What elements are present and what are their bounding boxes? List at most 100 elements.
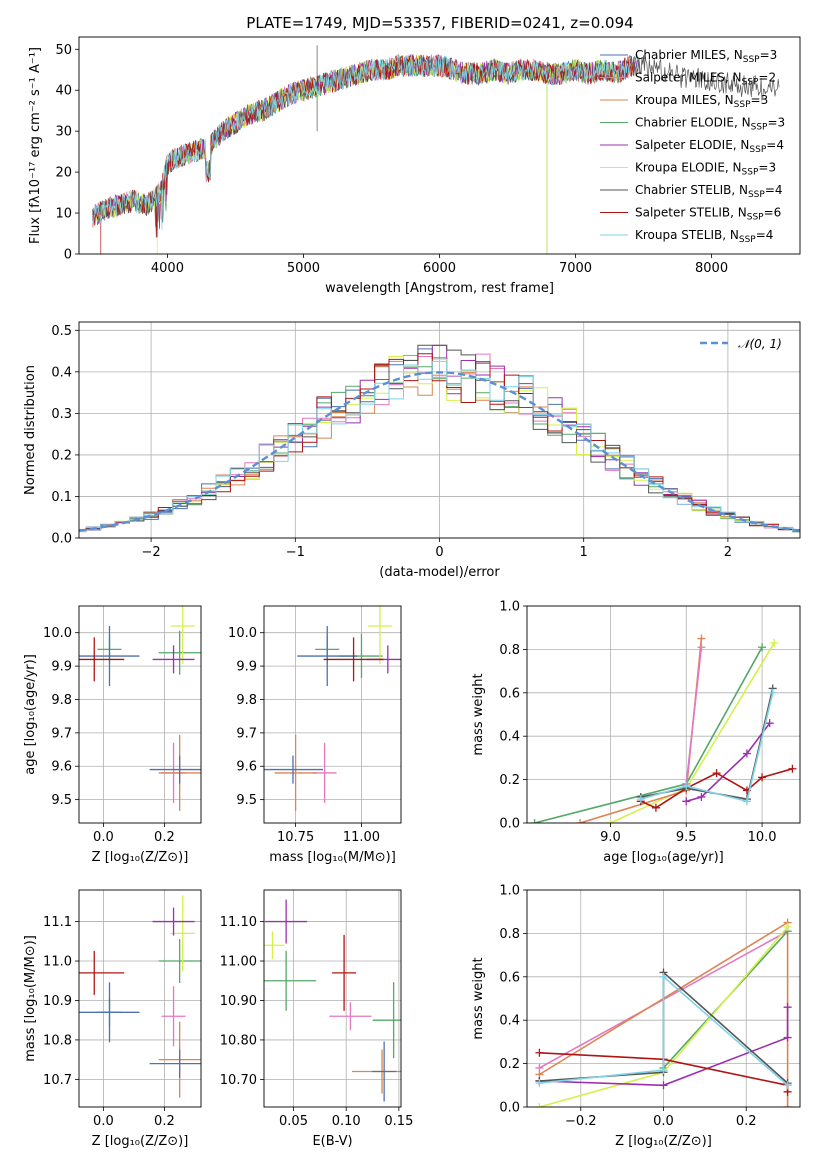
- weight-marker: [697, 643, 706, 652]
- x-tick-label: 0.0: [653, 1114, 674, 1129]
- weight-marker: [576, 819, 585, 823]
- y-tick-label: 10.8: [43, 1033, 72, 1048]
- x-tick-label: 6000: [423, 261, 456, 276]
- plot-area: [264, 606, 401, 823]
- weight-marker: [783, 1033, 792, 1042]
- x-tick-label: 0.0: [93, 830, 114, 845]
- y-tick-label: 10: [55, 207, 72, 222]
- weight-line: [640, 688, 774, 801]
- x-tick-label: 5000: [287, 261, 320, 276]
- y-tick-label: 0.8: [499, 927, 520, 942]
- x-tick-label: 1: [580, 545, 588, 560]
- weight-marker: [783, 922, 792, 931]
- plot-area: [527, 606, 800, 823]
- y-tick-label: 9.7: [236, 726, 257, 741]
- x-axis-label: mass [log₁₀(M/M⊙)]: [269, 850, 396, 865]
- x-tick-label: 0.15: [384, 1114, 413, 1129]
- weight-marker: [697, 792, 706, 801]
- y-tick-label: 10.9: [43, 994, 72, 1009]
- axes-frame: [526, 889, 801, 1108]
- plot-panels: 4000 5000 6000 7000 800001020304050wavelengt…: [23, 36, 801, 1149]
- y-axis-label: mass weight: [471, 957, 486, 1039]
- x-tick-label: −0.2: [565, 1114, 597, 1129]
- legend-label: 𝒩(0, 1): [738, 337, 782, 351]
- spectrum-line: [92, 54, 632, 230]
- weight-marker: [682, 797, 691, 806]
- y-tick-label: 0.2: [499, 1057, 520, 1072]
- weight-marker: [659, 972, 668, 981]
- weight-marker: [651, 803, 660, 812]
- weight-marker: [530, 819, 539, 823]
- legend-label: Chabrier ELODIE, NSSP=3: [635, 116, 785, 133]
- y-tick-label: 0: [64, 248, 72, 263]
- x-tick-label: 4000: [151, 261, 184, 276]
- x-tick-label: 0.2: [154, 1114, 175, 1129]
- weight-marker: [742, 749, 751, 758]
- y-tick-label: 40: [55, 84, 72, 99]
- y-tick-label: 0.2: [51, 448, 72, 463]
- weight-marker: [682, 782, 691, 791]
- y-tick-label: 11.00: [220, 955, 257, 970]
- y-tick-label: 9.6: [51, 760, 72, 775]
- x-tick-label: 10.75: [277, 830, 314, 845]
- x-tick-label: −2: [142, 545, 161, 560]
- x-axis-label: Z [log₁₀(Z/Z⊙)]: [615, 1134, 712, 1149]
- weight-line: [640, 692, 774, 803]
- weight-marker: [788, 764, 797, 773]
- x-tick-label: 9.5: [676, 830, 697, 845]
- x-tick-label: 0.0: [93, 1114, 114, 1129]
- y-tick-label: 50: [55, 43, 72, 58]
- panel-mass-vs-z: 0.0 0.2 10.7 10.8 10.9 11.0 11.1 Z [log₁₀(Z/Z⊙)…: [23, 889, 202, 1149]
- y-tick-label: 9.8: [51, 693, 72, 708]
- x-tick-label: −1: [286, 545, 305, 560]
- y-tick-label: 0.0: [499, 1101, 520, 1116]
- x-tick-label: 10.0: [748, 830, 777, 845]
- x-tick-label: 0: [435, 545, 443, 560]
- x-axis-label: Z [log₁₀(Z/Z⊙)]: [92, 1134, 189, 1149]
- weight-marker: [535, 1048, 544, 1057]
- axes-frame: [78, 36, 801, 255]
- weight-marker: [535, 1103, 544, 1107]
- legend-label: Kroupa STELIB, NSSP=4: [635, 228, 773, 245]
- y-tick-label: 11.1: [43, 915, 72, 930]
- plot-area: [527, 890, 800, 1107]
- residual-histogram: [79, 356, 800, 532]
- axes-frame: [78, 605, 202, 824]
- weight-line: [686, 722, 771, 803]
- weight-marker: [659, 1081, 668, 1090]
- y-tick-label: 1.0: [499, 600, 520, 615]
- plot-area: [264, 890, 401, 1107]
- weight-marker: [742, 797, 751, 806]
- x-tick-label: 0.05: [279, 1114, 308, 1129]
- figure-title: PLATE=1749, MJD=53357, FIBERID=0241, z=0…: [246, 14, 633, 32]
- legend-label: Kroupa MILES, NSSP=3: [635, 93, 768, 110]
- y-tick-label: 10.80: [220, 1033, 257, 1048]
- legend-label: Salpeter STELIB, NSSP=6: [635, 206, 781, 223]
- y-tick-label: 0.6: [499, 970, 520, 985]
- x-tick-label: 9.0: [600, 830, 621, 845]
- y-tick-label: 9.6: [236, 760, 257, 775]
- axes-frame: [78, 889, 202, 1108]
- weight-line: [539, 1007, 789, 1087]
- legend-label: Salpeter ELODIE, NSSP=4: [635, 138, 784, 155]
- x-tick-label: 0.2: [736, 1114, 757, 1129]
- weight-marker: [697, 634, 706, 643]
- x-axis-label: E(B-V): [312, 1134, 352, 1149]
- weight-marker: [535, 1079, 544, 1088]
- plot-area: [92, 45, 780, 254]
- x-tick-label: 0.2: [154, 830, 175, 845]
- y-tick-label: 0.4: [499, 1014, 520, 1029]
- y-axis-label: mass weight: [471, 673, 486, 755]
- weight-line: [539, 975, 789, 1086]
- weight-marker: [768, 688, 777, 697]
- weight-marker: [770, 638, 779, 647]
- weight-marker: [783, 1081, 792, 1090]
- weight-line: [685, 647, 703, 784]
- panel-age-vs-z: 0.0 0.2 9.5 9.6 9.7 9.8 9.9 10.0 Z [log₁₀(Z/Z⊙)]…: [23, 605, 202, 865]
- x-tick-label: 8000: [695, 261, 728, 276]
- weight-marker: [758, 773, 767, 782]
- y-tick-label: 10.0: [228, 626, 257, 641]
- y-tick-label: 10.70: [220, 1073, 257, 1088]
- y-tick-label: 10.90: [220, 994, 257, 1009]
- y-tick-label: 11.0: [43, 955, 72, 970]
